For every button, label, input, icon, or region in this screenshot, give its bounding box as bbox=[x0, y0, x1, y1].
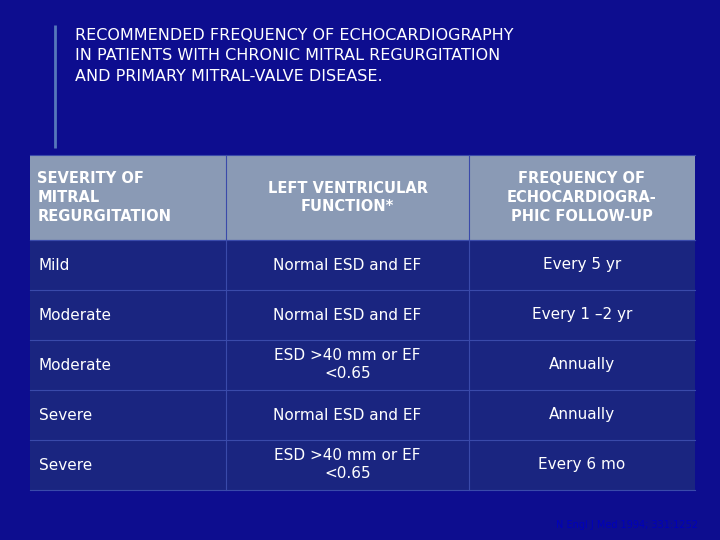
Bar bbox=[469, 440, 695, 490]
Text: Mild: Mild bbox=[39, 258, 70, 273]
Text: SEVERITY OF
MITRAL
REGURGITATION: SEVERITY OF MITRAL REGURGITATION bbox=[37, 171, 171, 224]
Bar bbox=[30, 340, 226, 390]
Text: ESD >40 mm or EF
<0.65: ESD >40 mm or EF <0.65 bbox=[274, 348, 420, 381]
Bar bbox=[30, 390, 226, 440]
Bar bbox=[469, 290, 695, 340]
Text: RECOMMENDED FREQUENCY OF ECHOCARDIOGRAPHY
IN PATIENTS WITH CHRONIC MITRAL REGURG: RECOMMENDED FREQUENCY OF ECHOCARDIOGRAPH… bbox=[75, 28, 513, 84]
Text: Moderate: Moderate bbox=[39, 357, 112, 373]
Text: N Engl J Med 1994; 331:1252: N Engl J Med 1994; 331:1252 bbox=[557, 520, 698, 530]
Text: Moderate: Moderate bbox=[39, 307, 112, 322]
Bar bbox=[469, 340, 695, 390]
Text: Severe: Severe bbox=[39, 408, 92, 422]
Text: Every 6 mo: Every 6 mo bbox=[539, 457, 626, 472]
Text: Annually: Annually bbox=[549, 408, 615, 422]
Bar bbox=[30, 440, 226, 490]
Text: ESD >40 mm or EF
<0.65: ESD >40 mm or EF <0.65 bbox=[274, 449, 420, 482]
Bar bbox=[30, 290, 226, 340]
Text: Every 5 yr: Every 5 yr bbox=[543, 258, 621, 273]
Bar bbox=[226, 440, 469, 490]
Bar bbox=[226, 290, 469, 340]
Text: FREQUENCY OF
ECHOCARDIOGRA-
PHIC FOLLOW-UP: FREQUENCY OF ECHOCARDIOGRA- PHIC FOLLOW-… bbox=[507, 171, 657, 224]
Bar bbox=[226, 240, 469, 290]
Text: Annually: Annually bbox=[549, 357, 615, 373]
Text: Every 1 –2 yr: Every 1 –2 yr bbox=[532, 307, 632, 322]
Bar bbox=[226, 390, 469, 440]
Bar bbox=[469, 240, 695, 290]
Text: Normal ESD and EF: Normal ESD and EF bbox=[274, 408, 422, 422]
Bar bbox=[30, 240, 226, 290]
Text: Normal ESD and EF: Normal ESD and EF bbox=[274, 258, 422, 273]
Text: Severe: Severe bbox=[39, 457, 92, 472]
Text: Normal ESD and EF: Normal ESD and EF bbox=[274, 307, 422, 322]
Text: LEFT VENTRICULAR
FUNCTION*: LEFT VENTRICULAR FUNCTION* bbox=[268, 181, 428, 214]
Bar bbox=[469, 390, 695, 440]
Bar bbox=[226, 340, 469, 390]
